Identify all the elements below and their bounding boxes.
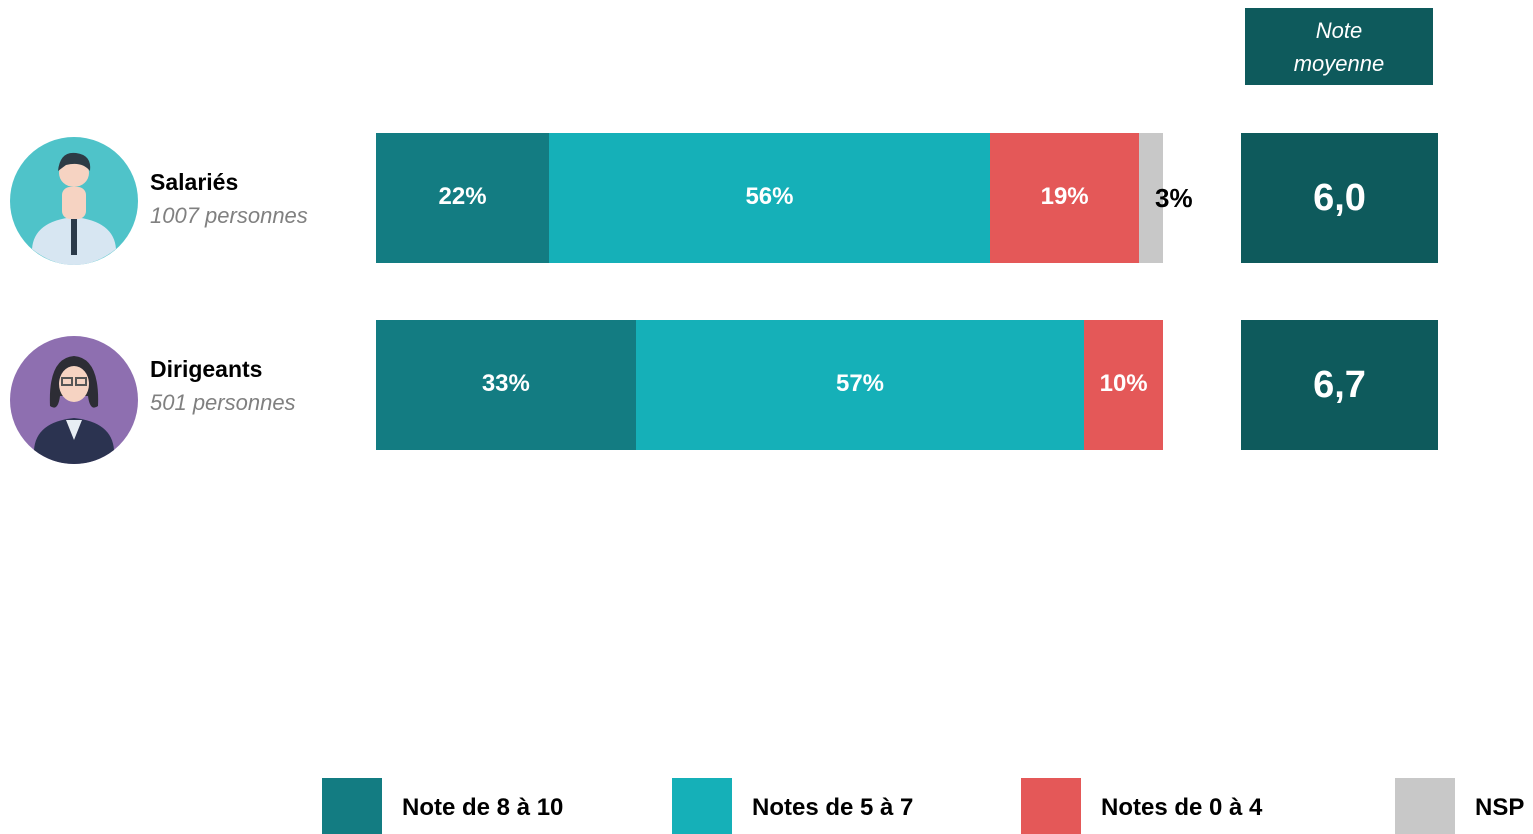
category-label: Salariés (150, 169, 238, 196)
legend-label: Notes de 5 à 7 (752, 794, 913, 822)
data-label: 10% (1084, 370, 1163, 398)
page: {"chart_data": {"type": "stacked-bar", "… (0, 0, 1533, 834)
avatar-dirigeant (10, 336, 140, 466)
legend-label: Note de 8 à 10 (402, 794, 563, 822)
category-label: Dirigeants (150, 356, 262, 383)
data-label: 56% (549, 183, 990, 211)
mean-header: Note moyenne (1245, 8, 1433, 85)
category-note: 1007 personnes (150, 203, 308, 229)
legend-swatch (322, 778, 382, 834)
category-note: 501 personnes (150, 390, 296, 416)
legend-label: Notes de 0 à 4 (1101, 794, 1262, 822)
data-label: 3% (1155, 183, 1193, 214)
legend-swatch (672, 778, 732, 834)
legend-label: NSP (1475, 794, 1524, 822)
avatar-salarie (10, 137, 140, 267)
data-label: 33% (376, 370, 636, 398)
data-label: 19% (990, 183, 1140, 211)
legend-swatch (1395, 778, 1455, 834)
mean-score: 6,0 (1241, 133, 1438, 263)
legend-swatch (1021, 778, 1081, 834)
data-label: 22% (376, 183, 549, 211)
data-label: 57% (636, 370, 1085, 398)
mean-score: 6,7 (1241, 320, 1438, 450)
